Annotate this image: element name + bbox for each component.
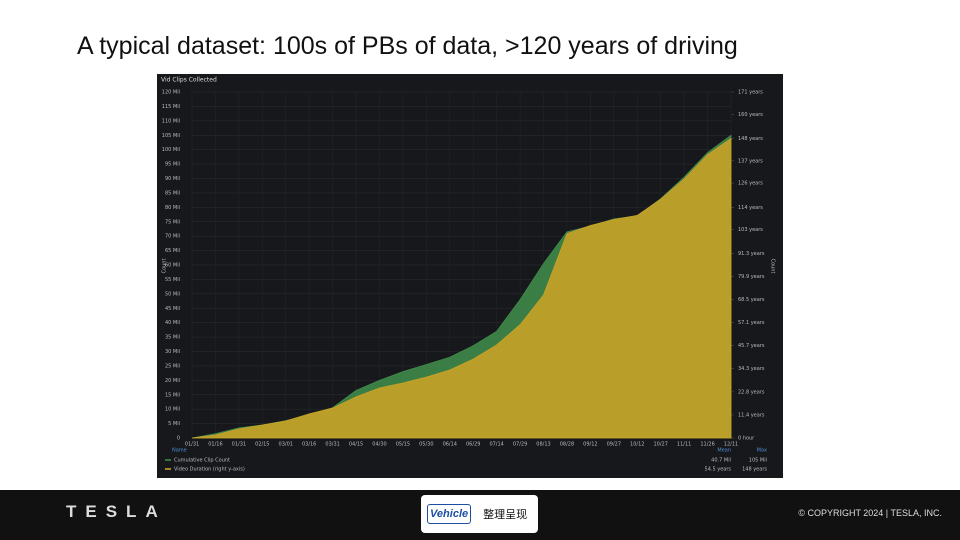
x-tick-label: 11/26	[700, 442, 714, 448]
x-tick-label: 09/27	[607, 442, 621, 448]
copyright: © COPYRIGHT 2024 | TESLA, INC.	[798, 508, 942, 518]
watermark-text: 整理呈现	[483, 509, 528, 521]
y2-tick-label: 34.3 years	[738, 366, 765, 372]
y-tick-label: 30 Mil	[165, 349, 180, 355]
legend-mean: 54.5 years	[705, 467, 732, 473]
x-tick-label: 01/31	[232, 442, 246, 448]
x-tick-label: 05/15	[396, 442, 410, 448]
y-tick-label: 60 Mil	[165, 263, 180, 269]
y-tick-label: 40 Mil	[165, 320, 180, 326]
y2-tick-label: 148 years	[738, 136, 763, 142]
y-tick-label: 15 Mil	[165, 392, 180, 398]
series-area	[191, 137, 732, 439]
y-tick-label: 80 Mil	[165, 205, 180, 211]
logo: TESLA	[66, 502, 167, 521]
y2-tick-label: 68.5 years	[738, 297, 765, 303]
x-tick-label: 10/12	[630, 442, 644, 448]
y2-tick-label: 171 years	[738, 90, 763, 96]
legend-header: Name	[172, 448, 187, 454]
y-tick-label: 0	[177, 436, 180, 442]
y2-tick-label: 0 hour	[738, 436, 755, 442]
x-tick-label: 08/13	[536, 442, 550, 448]
x-tick-label: 07/14	[489, 442, 503, 448]
x-tick-label: 01/31	[185, 442, 199, 448]
x-tick-label: 11/11	[677, 442, 691, 448]
x-tick-label: 04/15	[349, 442, 363, 448]
y-axis-label: Count	[162, 259, 168, 274]
y-tick-label: 35 Mil	[165, 335, 180, 341]
y-tick-label: 45 Mil	[165, 306, 180, 312]
y-tick-label: 105 Mil	[162, 133, 180, 139]
x-tick-label: 01/16	[208, 442, 222, 448]
y-tick-label: 10 Mil	[165, 407, 180, 413]
chart-title: Vid Clips Collected	[161, 77, 217, 84]
y2-tick-label: 45.7 years	[738, 343, 765, 349]
y-tick-label: 110 Mil	[162, 118, 180, 124]
slide-title: A typical dataset: 100s of PBs of data, …	[77, 32, 738, 60]
y2-tick-label: 57.1 years	[738, 320, 765, 326]
x-tick-label: 03/31	[325, 442, 339, 448]
y-tick-label: 85 Mil	[165, 190, 180, 196]
y2-tick-label: 79.9 years	[738, 274, 765, 280]
x-tick-label: 02/15	[255, 442, 269, 448]
x-tick-label: 06/14	[443, 442, 457, 448]
x-tick-label: 07/29	[513, 442, 527, 448]
legend-swatch	[165, 468, 171, 470]
y-tick-label: 115 Mil	[162, 104, 180, 110]
x-tick-label: 08/28	[560, 442, 574, 448]
x-tick-label: 03/01	[279, 442, 293, 448]
x-tick-label: 12/11	[724, 442, 738, 448]
y-tick-label: 90 Mil	[165, 176, 180, 182]
x-tick-label: 04/30	[372, 442, 386, 448]
y2-tick-label: 91.3 years	[738, 251, 765, 257]
legend-header: Max	[757, 448, 767, 454]
footer: TESLA Vehicle 整理呈现 © COPYRIGHT 2024 | TE…	[0, 490, 960, 540]
y2-tick-label: 137 years	[738, 158, 763, 164]
y-tick-label: 65 Mil	[165, 248, 180, 254]
y-tick-label: 95 Mil	[165, 162, 180, 168]
legend-label: Video Duration (right y-axis)	[174, 467, 245, 473]
y-tick-label: 100 Mil	[162, 147, 180, 153]
legend-max: 148 years	[742, 467, 767, 473]
legend-swatch	[165, 459, 171, 461]
y2-tick-label: 160 years	[738, 112, 763, 118]
y-tick-label: 120 Mil	[162, 90, 180, 96]
watermark-brand: Vehicle	[427, 504, 472, 524]
legend-max: 105 Mil	[749, 458, 767, 464]
watermark: Vehicle 整理呈现	[421, 495, 538, 533]
y2-tick-label: 22.8 years	[738, 389, 765, 395]
y-tick-label: 75 Mil	[165, 219, 180, 225]
x-tick-label: 05/30	[419, 442, 433, 448]
y2-tick-label: 126 years	[738, 181, 763, 187]
x-tick-label: 03/16	[302, 442, 316, 448]
y2-tick-label: 103 years	[738, 227, 763, 233]
y-tick-label: 55 Mil	[165, 277, 180, 283]
y2-tick-label: 11.4 years	[738, 412, 765, 418]
y-tick-label: 50 Mil	[165, 291, 180, 297]
legend-label: Cumulative Clip Count	[174, 458, 230, 464]
y-tick-label: 5 Mil	[168, 421, 180, 427]
chart: Vid Clips Collected Count Count 0 5 Mil 10…	[157, 74, 783, 478]
y-tick-label: 70 Mil	[165, 234, 180, 240]
x-tick-label: 06/29	[466, 442, 480, 448]
legend-header: Mean	[717, 448, 731, 454]
x-tick-label: 09/12	[583, 442, 597, 448]
y2-axis-label: Count	[770, 259, 776, 274]
y2-tick-label: 114 years	[738, 205, 763, 211]
y-tick-label: 20 Mil	[165, 378, 180, 384]
x-tick-label: 10/27	[653, 442, 667, 448]
legend-mean: 40.7 Mil	[711, 458, 731, 464]
y-tick-label: 25 Mil	[165, 363, 180, 369]
